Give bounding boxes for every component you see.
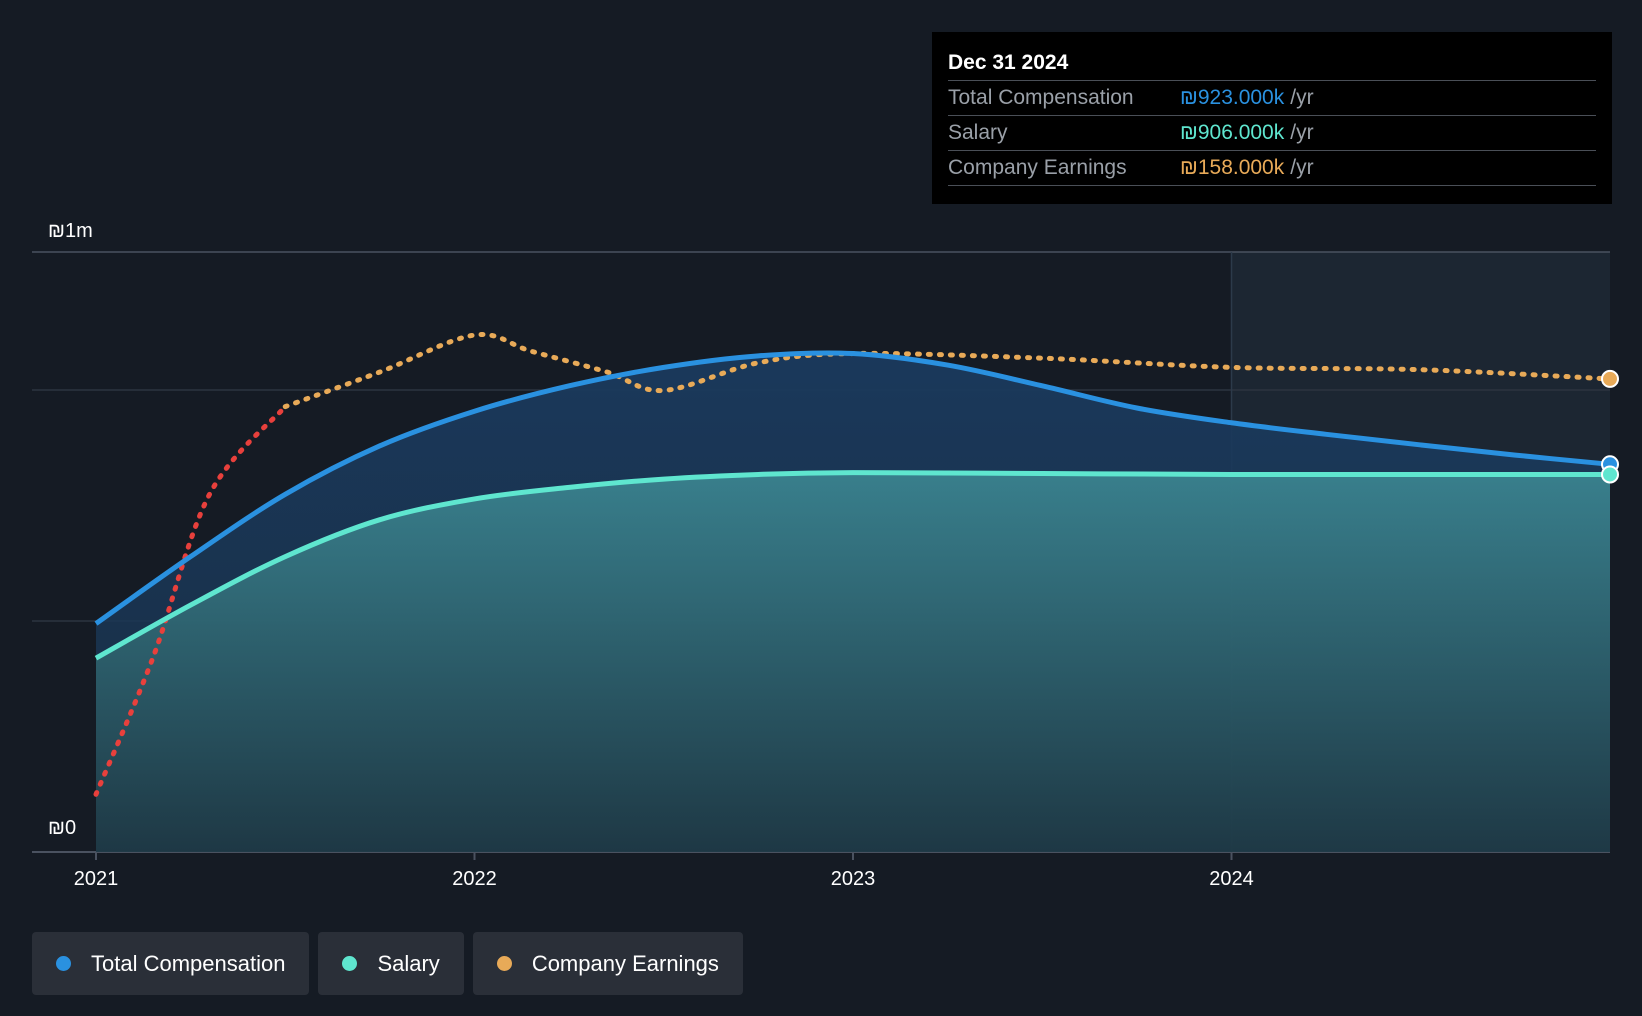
tooltip-unit: /yr: [1290, 86, 1314, 109]
tooltip-label: Company Earnings: [948, 156, 1127, 179]
legend-label: Salary: [377, 950, 440, 976]
legend-item-company-earnings[interactable]: Company Earnings: [472, 932, 743, 995]
salary-line: [94, 470, 1610, 661]
tooltip-unit: /yr: [1290, 121, 1314, 144]
x-axis-tick-label: 2021: [74, 868, 119, 890]
tooltip-label: Salary: [948, 121, 1008, 144]
chart-legend: Total Compensation Salary Company Earnin…: [32, 932, 743, 995]
legend-dot-icon: [342, 956, 358, 971]
salary-end-marker: [1601, 465, 1619, 484]
legend-dot-icon: [496, 956, 512, 971]
legend-item-total-compensation[interactable]: Total Compensation: [32, 932, 310, 995]
tooltip-row-salary: Salary ₪906.000k /yr: [948, 115, 1596, 150]
tooltip-row-company-earnings: Company Earnings ₪158.000k /yr: [948, 150, 1596, 186]
company-earnings-line-negative: [93, 404, 288, 797]
salary-area: [96, 472, 1610, 852]
tooltip-date: Dec 31 2024: [948, 51, 1069, 74]
legend-label: Company Earnings: [531, 950, 719, 976]
tooltip-value: ₪158.000k: [1180, 156, 1285, 179]
y-axis-min-label: ₪0: [48, 817, 76, 839]
company-earnings-end-marker: [1601, 369, 1619, 388]
tooltip-value: ₪906.000k: [1180, 121, 1285, 144]
x-axis-tick-label: 2022: [452, 868, 497, 890]
x-axis-tick-label: 2023: [831, 868, 876, 890]
legend-label: Total Compensation: [91, 950, 286, 976]
legend-item-salary[interactable]: Salary: [318, 932, 464, 995]
tooltip-unit: /yr: [1290, 156, 1314, 179]
y-axis-max-label: ₪1m: [48, 220, 93, 242]
tooltip-row-total-compensation: Total Compensation ₪923.000k /yr: [948, 80, 1596, 115]
tooltip-label: Total Compensation: [948, 86, 1134, 109]
tooltip-value: ₪923.000k: [1180, 86, 1285, 109]
legend-dot-icon: [56, 956, 71, 971]
total-compensation-line: [94, 350, 1611, 626]
tooltip-panel: Dec 31 2024 Total Compensation ₪923.000k…: [932, 32, 1612, 204]
company-earnings-line: [282, 332, 1613, 410]
x-axis-tick-label: 2024: [1209, 868, 1254, 890]
